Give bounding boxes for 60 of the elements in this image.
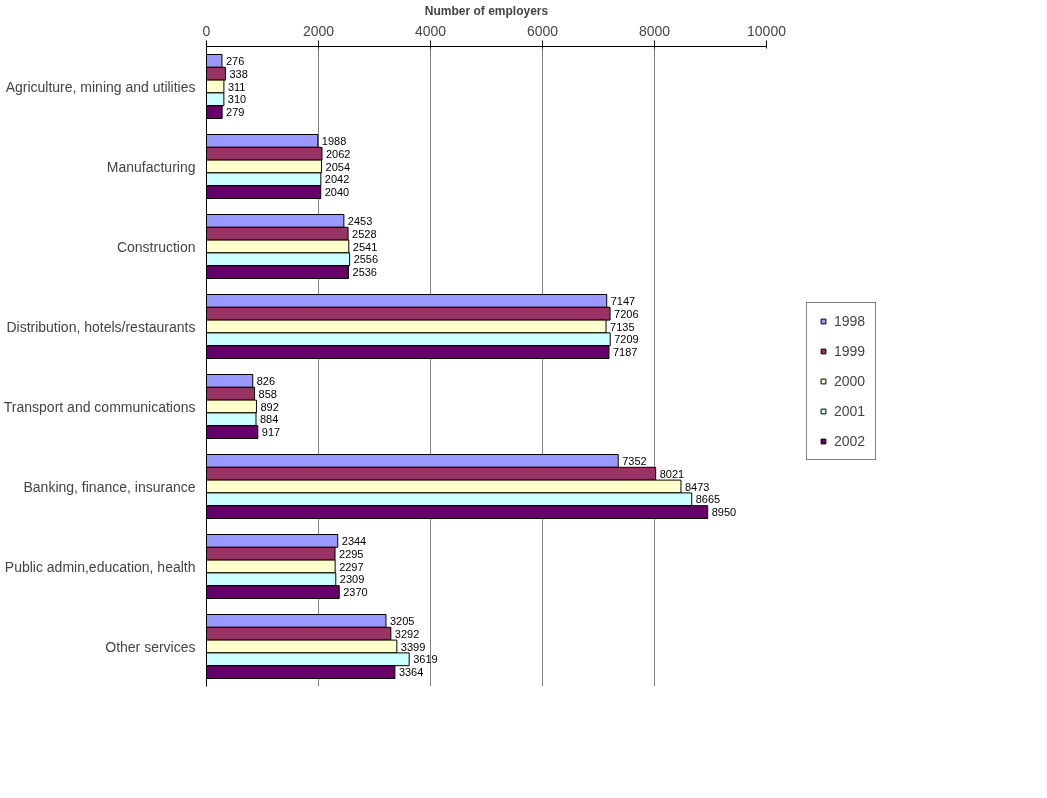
legend-label: 1999 — [834, 342, 866, 359]
y-tick-label: Agriculture, mining and utilities — [5, 78, 196, 95]
data-label: 7147 — [610, 294, 636, 307]
x-tick-label: 0 — [202, 22, 211, 39]
data-label: 3619 — [413, 653, 438, 666]
data-label: 2556 — [353, 253, 379, 266]
data-label: 7209 — [614, 333, 639, 346]
legend-label: 2002 — [834, 432, 866, 449]
data-label: 2536 — [352, 266, 377, 279]
data-label: 858 — [258, 387, 277, 400]
data-label: 2054 — [325, 160, 351, 173]
data-label: 892 — [260, 400, 279, 413]
data-label: 1988 — [321, 134, 347, 147]
data-label: 884 — [260, 413, 279, 426]
y-tick-label: Distribution, hotels/restaurants — [6, 318, 196, 335]
data-label: 3399 — [400, 640, 426, 653]
data-label: 279 — [226, 106, 245, 119]
data-label: 8473 — [684, 480, 710, 493]
data-label: 2344 — [341, 534, 367, 547]
data-label: 2297 — [339, 560, 364, 573]
x-tick-label: 6000 — [526, 22, 559, 39]
data-label: 917 — [261, 426, 281, 439]
data-label: 2453 — [347, 214, 373, 227]
data-label: 7206 — [614, 307, 639, 320]
x-tick-label: 8000 — [638, 22, 671, 39]
data-label: 7135 — [610, 320, 635, 333]
data-label: 338 — [229, 67, 248, 80]
y-tick-label: Transport and communications — [3, 398, 196, 415]
y-tick-label: Construction — [116, 238, 196, 255]
data-label: 7352 — [622, 454, 647, 467]
data-label: 2541 — [352, 240, 378, 253]
data-label: 826 — [256, 374, 276, 387]
data-label: 8950 — [711, 506, 737, 519]
data-label: 8665 — [695, 493, 721, 506]
y-tick-label: Public admin,education, health — [4, 558, 196, 575]
y-tick-label: Other services — [105, 638, 196, 655]
data-label: 2370 — [343, 586, 368, 599]
data-label: 7187 — [612, 346, 638, 359]
x-axis-title: Number of employers — [424, 3, 549, 18]
x-tick-label: 4000 — [414, 22, 447, 39]
x-tick-label: 10000 — [747, 22, 787, 39]
data-label: 2062 — [325, 147, 351, 160]
legend-label: 2000 — [834, 372, 866, 389]
data-label: 3364 — [398, 666, 424, 679]
data-label: 8021 — [659, 467, 685, 480]
data-label: 311 — [227, 80, 246, 93]
data-label: 276 — [225, 54, 245, 67]
data-label: 3292 — [394, 627, 420, 640]
legend-label: 1998 — [834, 312, 866, 329]
data-label: 2528 — [352, 227, 377, 240]
data-label: 2042 — [324, 173, 350, 186]
data-label: 3205 — [389, 614, 415, 627]
x-tick-label: 2000 — [302, 22, 335, 39]
y-tick-label: Manufacturing — [106, 158, 196, 175]
data-label: 2309 — [339, 573, 365, 586]
data-label: 2040 — [324, 186, 350, 199]
y-tick-label: Banking, finance, insurance — [23, 478, 196, 495]
legend-label: 2001 — [834, 402, 866, 419]
data-label: 2295 — [339, 547, 364, 560]
data-label: 310 — [227, 93, 247, 106]
